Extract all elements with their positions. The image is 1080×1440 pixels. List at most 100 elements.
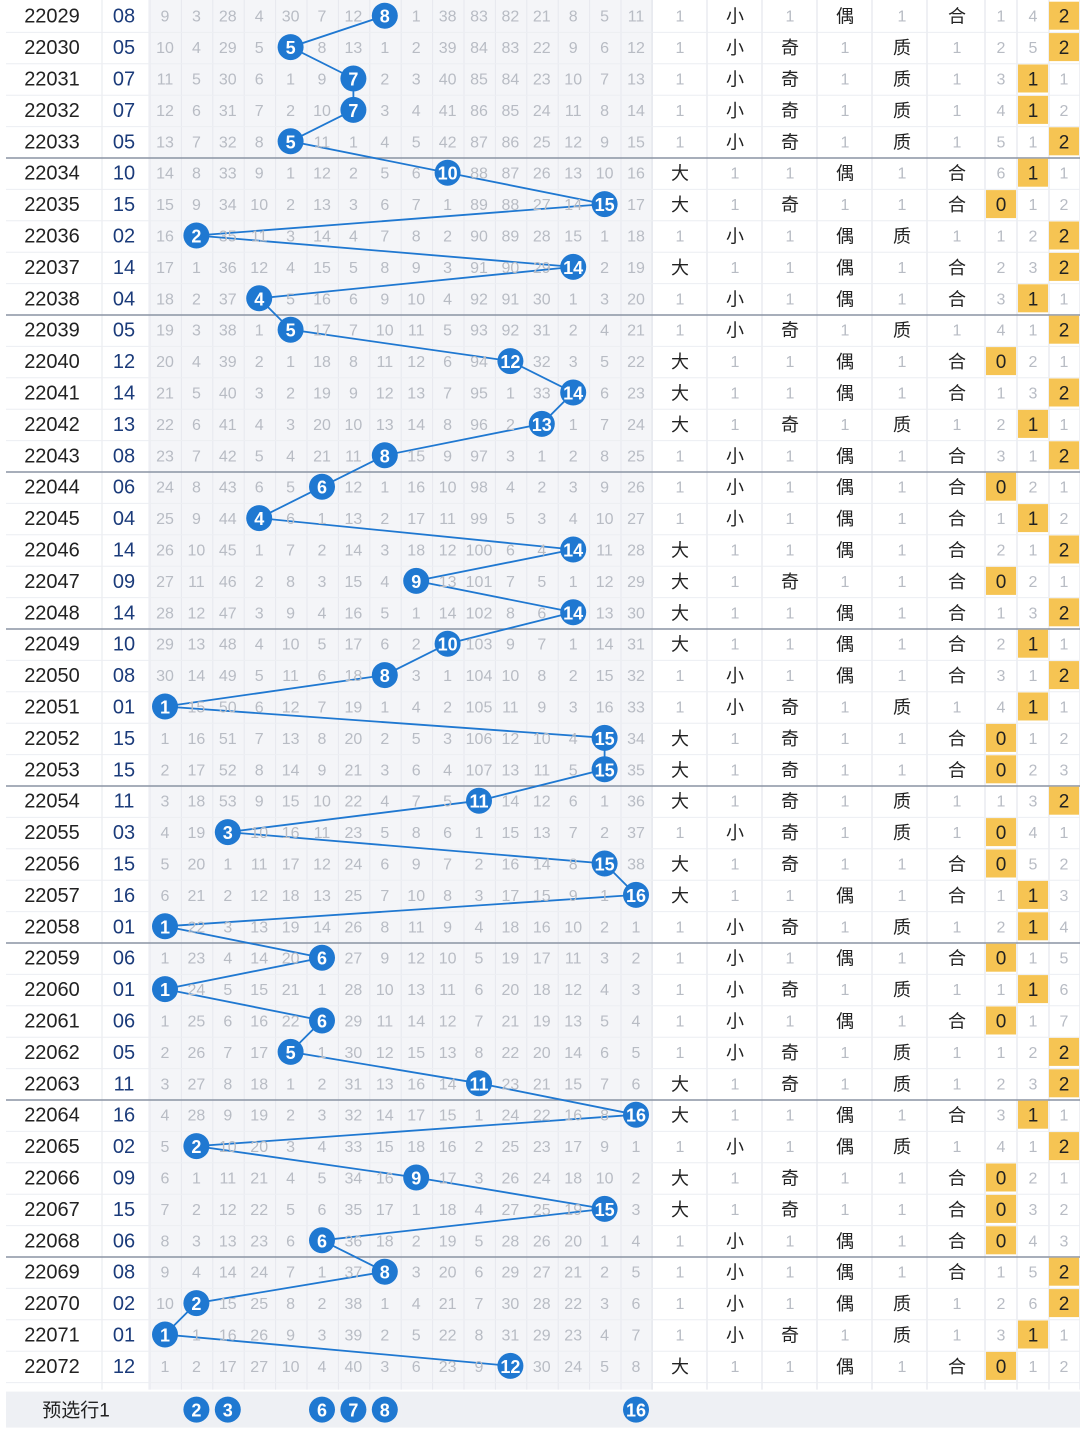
stat-omission: 1 bbox=[841, 417, 850, 434]
remainder-omission: 2 bbox=[1060, 1202, 1069, 1219]
remainder-highlight bbox=[1018, 64, 1048, 93]
stat-omission: 1 bbox=[841, 574, 850, 591]
omission-cell: 5 bbox=[412, 1328, 421, 1345]
omission-cell: 2 bbox=[600, 825, 609, 842]
preselect-number: 3 bbox=[223, 1401, 233, 1421]
remainder-omission: 2 bbox=[1060, 1359, 1069, 1376]
ball-number: 10 bbox=[438, 164, 458, 184]
remainder-omission: 3 bbox=[1029, 386, 1038, 403]
preselect-number: 7 bbox=[348, 1401, 358, 1421]
remainder-value: 0 bbox=[996, 1169, 1007, 1190]
odd-even-tag: 奇 bbox=[781, 698, 799, 718]
omission-cell: 30 bbox=[533, 291, 551, 308]
omission-cell: 83 bbox=[502, 40, 520, 57]
omission-cell: 4 bbox=[192, 1265, 201, 1282]
omission-cell: 13 bbox=[345, 511, 363, 528]
omission-cell: 37 bbox=[627, 825, 645, 842]
omission-cell: 7 bbox=[349, 323, 358, 340]
issue-number: 22068 bbox=[24, 1230, 80, 1252]
odd-even-tag: 奇 bbox=[781, 195, 799, 215]
omission-cell: 39 bbox=[219, 354, 237, 371]
big-small-tag: 小 bbox=[726, 917, 744, 937]
omission-cell: 30 bbox=[156, 668, 174, 685]
issue-number: 22032 bbox=[24, 100, 80, 122]
draw-value: 12 bbox=[113, 351, 135, 373]
omission-cell: 5 bbox=[286, 1202, 295, 1219]
issue-number: 22069 bbox=[24, 1262, 80, 1284]
omission-cell: 2 bbox=[286, 1108, 295, 1125]
omission-cell: 10 bbox=[502, 668, 520, 685]
preselect-number: 8 bbox=[380, 1401, 390, 1421]
omission-cell: 20 bbox=[250, 1139, 268, 1156]
ball-marker bbox=[403, 567, 430, 594]
omission-cell: 35 bbox=[219, 229, 237, 246]
omission-cell: 20 bbox=[313, 417, 331, 434]
omission-cell: 4 bbox=[600, 982, 609, 999]
omission-cell: 6 bbox=[161, 888, 170, 905]
omission-cell: 27 bbox=[188, 1076, 206, 1093]
omission-cell: 30 bbox=[627, 605, 645, 622]
omission-cell: 18 bbox=[502, 919, 520, 936]
omission-cell: 31 bbox=[345, 1076, 363, 1093]
remainder-omission: 3 bbox=[1029, 1202, 1038, 1219]
omission-cell: 9 bbox=[600, 134, 609, 151]
ball-marker bbox=[152, 1321, 178, 1348]
omission-cell: 6 bbox=[223, 1014, 232, 1031]
omission-cell: 7 bbox=[443, 386, 452, 403]
stat-omission: 1 bbox=[676, 919, 685, 936]
ball-number: 7 bbox=[348, 70, 358, 90]
stat-omission: 1 bbox=[953, 700, 962, 717]
omission-cell: 11 bbox=[251, 229, 268, 246]
issue-number: 22035 bbox=[24, 194, 80, 216]
odd-even-tag: 偶 bbox=[836, 164, 854, 184]
stat-omission: 1 bbox=[841, 982, 850, 999]
remainder-highlight bbox=[1018, 1100, 1048, 1129]
omission-cell: 6 bbox=[537, 605, 546, 622]
stat-omission: 1 bbox=[786, 291, 795, 308]
draw-value: 12 bbox=[113, 1356, 135, 1378]
omission-cell: 16 bbox=[188, 731, 206, 748]
omission-cell: 40 bbox=[219, 386, 237, 403]
omission-cell: 7 bbox=[161, 1202, 170, 1219]
remainder-value: 2 bbox=[1059, 132, 1070, 153]
omission-cell: 4 bbox=[506, 480, 515, 497]
omission-cell: 90 bbox=[502, 260, 520, 277]
omission-cell: 5 bbox=[380, 825, 389, 842]
remainder-value: 1 bbox=[1028, 101, 1039, 122]
draw-value: 01 bbox=[113, 979, 135, 1001]
odd-even-tag: 偶 bbox=[836, 352, 854, 372]
omission-cell: 3 bbox=[161, 1076, 170, 1093]
remainder-value: 2 bbox=[1059, 321, 1070, 342]
remainder-highlight bbox=[986, 190, 1016, 219]
odd-even-tag: 奇 bbox=[781, 980, 799, 1000]
omission-cell: 5 bbox=[632, 1265, 641, 1282]
omission-cell: 16 bbox=[502, 857, 520, 874]
trend-line bbox=[163, 14, 639, 1367]
remainder-omission: 1 bbox=[1029, 668, 1038, 685]
remainder-highlight bbox=[1018, 95, 1048, 124]
odd-even-tag: 偶 bbox=[836, 478, 854, 498]
omission-cell: 19 bbox=[502, 951, 520, 968]
big-small-tag: 大 bbox=[671, 792, 689, 812]
ball-marker bbox=[528, 410, 555, 437]
omission-cell: 5 bbox=[380, 166, 389, 183]
omission-cell: 90 bbox=[470, 229, 488, 246]
omission-cell: 1 bbox=[412, 605, 421, 622]
omission-cell: 91 bbox=[470, 260, 488, 277]
stat-omission: 1 bbox=[676, 229, 685, 246]
remainder-highlight bbox=[1049, 221, 1079, 250]
omission-cell: 106 bbox=[466, 731, 493, 748]
stat-omission: 1 bbox=[953, 323, 962, 340]
stat-omission: 1 bbox=[786, 1014, 795, 1031]
remainder-omission: 1 bbox=[997, 1265, 1006, 1282]
omission-cell: 26 bbox=[250, 1328, 268, 1345]
issue-number: 22070 bbox=[24, 1293, 80, 1315]
issue-number: 22055 bbox=[24, 822, 80, 844]
omission-cell: 20 bbox=[502, 982, 520, 999]
omission-cell: 13 bbox=[596, 605, 614, 622]
remainder-value: 2 bbox=[1059, 603, 1070, 624]
omission-cell: 4 bbox=[192, 40, 201, 57]
stat-omission: 1 bbox=[676, 1233, 685, 1250]
prime-composite-tag: 合 bbox=[948, 949, 966, 969]
omission-cell: 3 bbox=[569, 700, 578, 717]
